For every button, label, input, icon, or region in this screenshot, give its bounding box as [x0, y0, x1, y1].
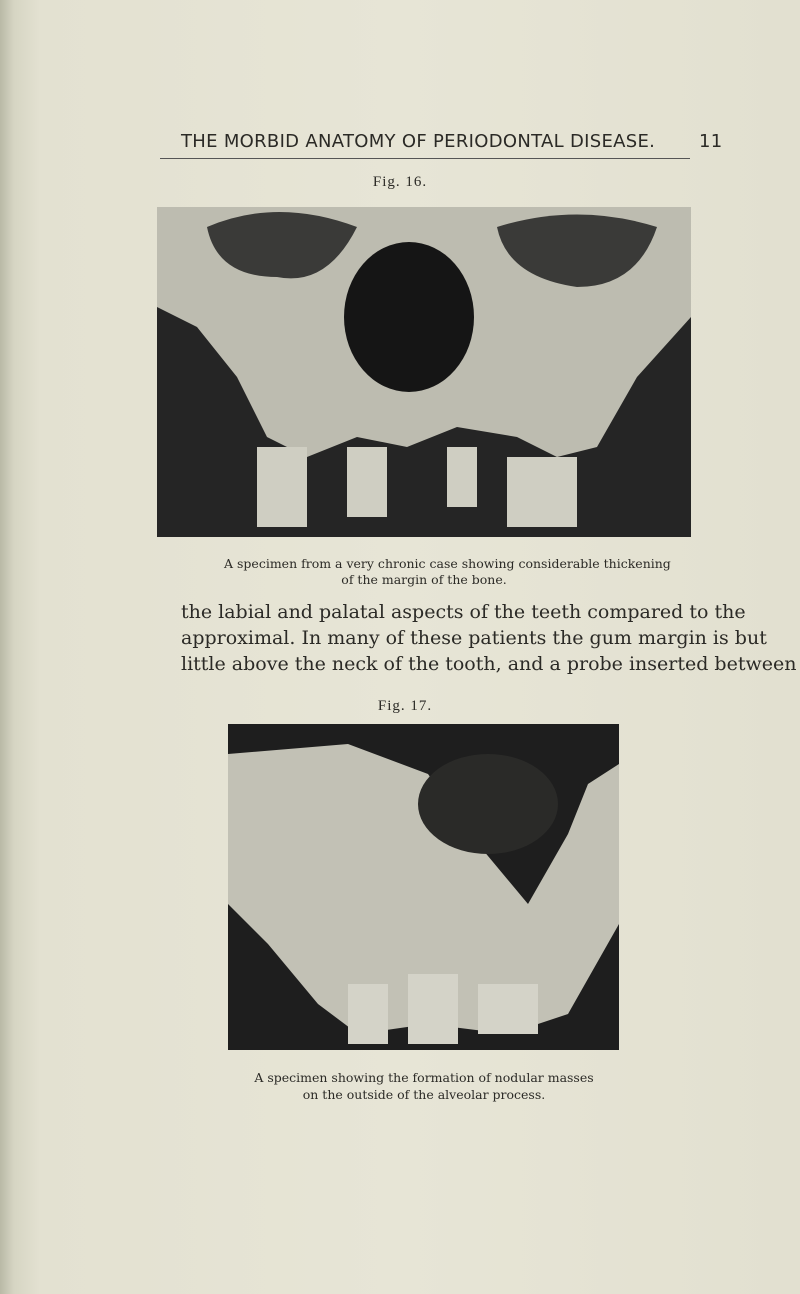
caption-line: on the outside of the alveolar process. [302, 1087, 546, 1102]
body-line: the labial and palatal aspects of the te… [181, 601, 746, 623]
caption-line: A specimen from a very chronic case show… [224, 556, 671, 571]
caption-line: of the margin of the bone. [341, 572, 507, 587]
running-title: THE MORBID ANATOMY OF PERIODONTAL DISEAS… [181, 131, 656, 152]
figure-image [157, 207, 691, 537]
page-number: 11 [699, 131, 723, 152]
caption-line: A specimen showing the formation of nodu… [254, 1070, 594, 1085]
body-line: approximal. In many of these patients th… [181, 627, 767, 649]
header-rule [160, 158, 690, 159]
figure-caption: A specimen showing the formation of nodu… [224, 1069, 624, 1103]
figure-caption: A specimen from a very chronic case show… [224, 556, 671, 588]
figure-label: Fig. 16. [372, 174, 428, 190]
figure-image [228, 724, 619, 1050]
figure-label: Fig. 17. [377, 698, 433, 714]
body-line: little above the neck of the tooth, and … [181, 653, 797, 675]
